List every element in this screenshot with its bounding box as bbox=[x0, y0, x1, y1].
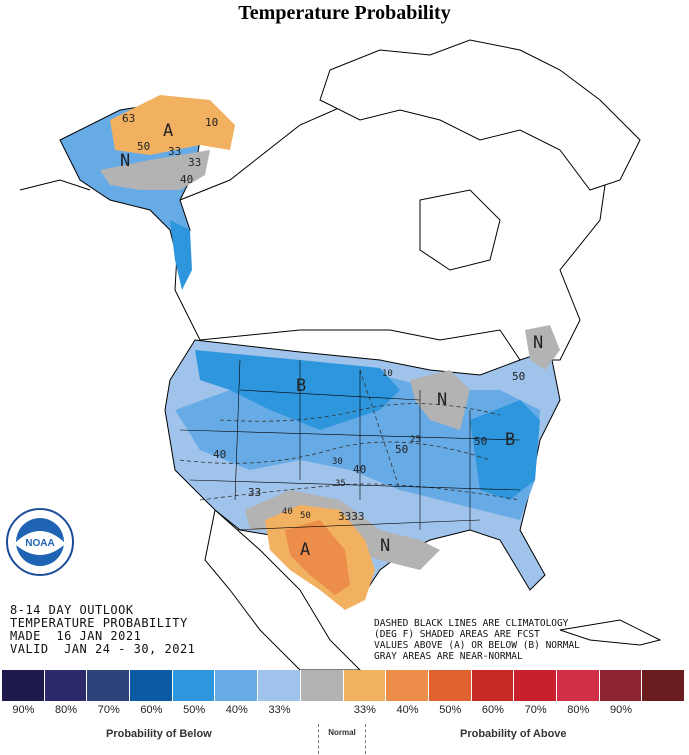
legend-swatch bbox=[471, 670, 515, 701]
alaska-near-label: N bbox=[120, 151, 130, 171]
ne-gray bbox=[525, 325, 560, 370]
west-40-label: 40 bbox=[213, 448, 226, 461]
legend-swatch bbox=[258, 670, 301, 701]
east-50-label: 50 bbox=[474, 435, 487, 448]
legend-swatch bbox=[172, 670, 216, 701]
arctic-islands bbox=[319, 39, 641, 191]
legend-percent-label: 40% bbox=[225, 704, 248, 716]
outlook-map: A 63 10 33 33 N 40 50 40 B 10 N N 50 50 … bbox=[6, 39, 662, 670]
legend-percent-label: 90% bbox=[609, 704, 632, 716]
alaska-50-label: 50 bbox=[137, 140, 150, 153]
legend-percent-label: 80% bbox=[567, 704, 590, 716]
gulf-near-label: N bbox=[380, 536, 390, 556]
above-caption: Probability of Above bbox=[460, 728, 567, 740]
east-blue bbox=[470, 400, 540, 500]
normal-caption: Normal bbox=[318, 724, 366, 754]
legend-swatch bbox=[130, 670, 173, 701]
central-50-label: 50 bbox=[395, 443, 408, 456]
outlook-line: 8-14 DAY OUTLOOK bbox=[10, 603, 134, 617]
legend-percent-label: 90% bbox=[12, 704, 35, 716]
outlook-info: 8-14 DAY OUTLOOK TEMPERATURE PROBABILITY M… bbox=[10, 604, 195, 656]
alaska-orange bbox=[110, 95, 235, 155]
legend-notes: DASHED BLACK LINES ARE CLIMATOLOGY (DEG F… bbox=[374, 618, 580, 662]
legend-percent-label: 33% bbox=[268, 704, 291, 716]
alaska-33-label: 33 bbox=[168, 145, 181, 158]
alaska-darkblue bbox=[170, 220, 192, 290]
greatlakes-gray bbox=[410, 370, 470, 430]
legend-percent-label: 50% bbox=[183, 704, 206, 716]
below-caption: Probability of Below bbox=[106, 728, 212, 740]
alaska-10-label: 10 bbox=[205, 116, 218, 129]
alaska-40-label: 40 bbox=[180, 173, 193, 186]
alaska-63-label: 63 bbox=[122, 112, 135, 125]
hudson-bay bbox=[419, 189, 501, 271]
texas-50-label: 50 bbox=[300, 511, 311, 521]
legend-percent-label: 40% bbox=[396, 704, 419, 716]
state-borders bbox=[179, 359, 521, 531]
legend-swatch bbox=[599, 670, 643, 701]
legend-swatch bbox=[87, 670, 131, 701]
central-35-label: 35 bbox=[335, 479, 346, 489]
legend-percent-label: 60% bbox=[481, 704, 504, 716]
ne-50-label: 50 bbox=[512, 370, 525, 383]
greatlakes-near-label: N bbox=[437, 390, 447, 410]
legend-swatch bbox=[642, 670, 685, 701]
legend-percent-label: 70% bbox=[524, 704, 547, 716]
color-legend bbox=[2, 670, 685, 701]
legend-percent-label: 70% bbox=[97, 704, 120, 716]
notes-line: VALUES ABOVE (A) OR BELOW (B) NORMAL bbox=[374, 640, 580, 651]
outlook-line: VALID JAN 24 - 30, 2021 bbox=[10, 642, 196, 656]
legend-swatch bbox=[514, 670, 557, 701]
legend-swatch bbox=[556, 670, 600, 701]
aleutians bbox=[19, 179, 91, 191]
legend-percent-label: 33% bbox=[353, 704, 376, 716]
alaska-33-label: 33 bbox=[188, 156, 201, 169]
legend-swatch bbox=[386, 670, 429, 701]
texas-3333-label: 3333 bbox=[338, 510, 365, 523]
central-30-label: 30 bbox=[332, 457, 343, 467]
noaa-logo-text: NOAA bbox=[25, 538, 54, 549]
cuba bbox=[559, 619, 662, 646]
sw-33-label: 33 bbox=[248, 486, 261, 499]
east-below-label: B bbox=[505, 430, 515, 450]
texas-40-label: 40 bbox=[282, 507, 293, 517]
page-title: Temperature Probability bbox=[238, 2, 451, 24]
legend-percent-label: 80% bbox=[55, 704, 78, 716]
outlook-line: TEMPERATURE PROBABILITY bbox=[10, 616, 188, 630]
alaska-above-label: A bbox=[163, 121, 173, 141]
notes-line: (DEG F) SHADED AREAS ARE FCST bbox=[374, 629, 540, 640]
noaa-logo: NOAA bbox=[6, 508, 74, 576]
alaska-gray bbox=[100, 150, 210, 190]
legend-swatch bbox=[428, 670, 472, 701]
plains-below-label: B bbox=[296, 376, 306, 396]
legend-percent-label: 50% bbox=[439, 704, 462, 716]
legend-swatch bbox=[215, 670, 259, 701]
mexico-land bbox=[204, 509, 361, 670]
legend-swatch bbox=[300, 670, 344, 701]
legend-percent-label: 60% bbox=[140, 704, 163, 716]
ne-near-label: N bbox=[533, 333, 543, 353]
climatology-line bbox=[359, 369, 401, 491]
central-25-label: 25 bbox=[410, 435, 421, 445]
legend-swatch bbox=[2, 670, 45, 701]
plains-10-label: 10 bbox=[382, 369, 393, 379]
legend-swatch bbox=[343, 670, 387, 701]
texas-darkorange bbox=[285, 520, 350, 595]
climatology-line bbox=[199, 483, 521, 501]
texas-above-label: A bbox=[300, 540, 310, 560]
outlook-line: MADE 16 JAN 2021 bbox=[10, 629, 142, 643]
northern-plains-blue bbox=[195, 350, 400, 430]
central-40-label: 40 bbox=[353, 463, 366, 476]
notes-line: DASHED BLACK LINES ARE CLIMATOLOGY bbox=[374, 618, 569, 629]
notes-line: GRAY AREAS ARE NEAR-NORMAL bbox=[374, 651, 523, 662]
legend-swatch bbox=[44, 670, 88, 701]
legend-percent-row: 90% 80% 70% 60% 50% 40% 33% 33% 40% 50% 60% 70% 80% 9… bbox=[2, 704, 685, 718]
